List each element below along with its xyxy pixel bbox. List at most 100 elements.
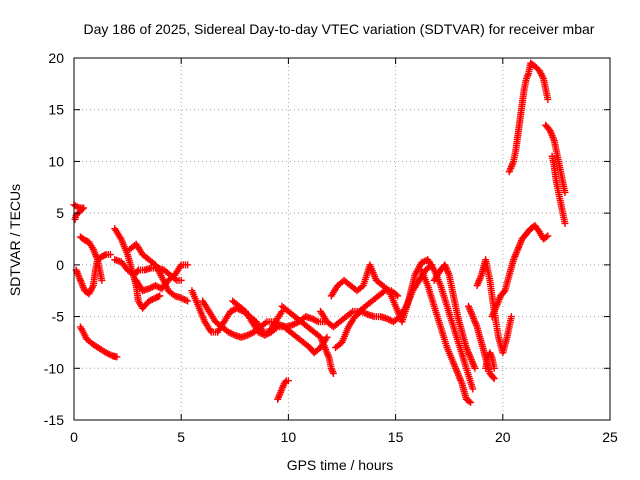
data-point <box>85 283 96 298</box>
series-seg-t <box>473 256 515 357</box>
data-point <box>514 118 524 140</box>
data-point <box>503 315 515 341</box>
data-point <box>81 236 92 245</box>
data-point <box>267 324 280 336</box>
data-point <box>344 314 358 331</box>
data-point <box>366 261 379 282</box>
data-point <box>379 282 392 293</box>
data-point <box>145 295 158 305</box>
data-point <box>242 307 255 324</box>
data-point <box>81 287 92 297</box>
data-point <box>557 199 566 215</box>
data-point <box>106 251 114 259</box>
y-tick-label: -10 <box>44 360 64 376</box>
data-point <box>235 302 248 314</box>
data-point <box>469 313 480 329</box>
data-point <box>89 245 101 262</box>
data-point <box>188 287 202 308</box>
x-tick-label: 0 <box>70 429 78 445</box>
data-point <box>443 302 457 329</box>
series-seg-y <box>548 152 569 227</box>
data-point <box>244 329 256 339</box>
data-point <box>308 315 321 325</box>
data-point <box>218 323 231 335</box>
series-seg-i <box>188 287 286 336</box>
series-seg-a <box>70 201 88 223</box>
data-point <box>561 188 569 196</box>
data-point <box>194 302 208 324</box>
series-seg-q <box>417 266 475 406</box>
y-tick-label: 0 <box>56 257 64 273</box>
data-point <box>486 369 497 381</box>
data-point <box>147 264 159 272</box>
data-point <box>184 261 192 269</box>
data-point <box>514 237 525 253</box>
series-seg-c <box>72 251 114 298</box>
data-point <box>462 364 476 391</box>
series-seg-p <box>327 256 477 393</box>
data-point <box>156 292 164 300</box>
data-point <box>518 87 528 109</box>
data-point <box>441 261 452 277</box>
data-point <box>274 392 283 403</box>
data-point <box>462 395 473 405</box>
data-point <box>117 235 131 257</box>
data-point <box>73 203 83 211</box>
data-point <box>327 364 337 376</box>
data-point <box>505 159 517 176</box>
series-seg-x <box>542 121 569 196</box>
data-point <box>456 344 470 370</box>
data-point <box>177 261 189 269</box>
grid-lines <box>74 58 610 420</box>
data-point <box>490 375 498 383</box>
data-point <box>464 302 476 319</box>
series-seg-o <box>332 261 436 352</box>
data-point <box>317 333 328 350</box>
data-point <box>72 266 84 283</box>
data-point <box>224 328 237 338</box>
data-point <box>520 77 530 93</box>
data-point <box>151 261 165 279</box>
x-axis-label: GPS time / hours <box>287 457 394 473</box>
data-point <box>74 204 88 218</box>
data-point <box>102 349 115 359</box>
data-point <box>177 276 185 284</box>
data-point <box>488 304 500 321</box>
data-point <box>469 385 477 393</box>
data-point <box>417 266 431 288</box>
data-point <box>89 340 102 352</box>
data-point <box>329 319 342 331</box>
data-point <box>158 278 171 293</box>
data-point <box>462 344 474 360</box>
data-point <box>454 369 465 386</box>
data-point <box>430 268 444 284</box>
data-point <box>353 283 366 295</box>
data-point <box>542 121 553 133</box>
series-seg-m <box>274 377 292 403</box>
data-point <box>293 333 306 345</box>
y-tick-label: 20 <box>48 50 64 66</box>
data-point <box>139 251 151 262</box>
x-tick-label: 25 <box>602 429 618 445</box>
data-point <box>151 282 164 292</box>
data-point <box>473 323 485 344</box>
data-point <box>471 364 479 372</box>
data-point <box>362 298 374 310</box>
data-point <box>467 398 475 406</box>
data-point <box>542 85 551 101</box>
data-point <box>314 318 327 326</box>
data-point <box>220 309 233 326</box>
data-point <box>83 335 96 347</box>
data-point <box>201 318 214 334</box>
data-point <box>76 323 90 342</box>
data-point <box>467 354 478 371</box>
series-seg-b <box>76 323 121 361</box>
data-point <box>449 292 461 319</box>
data-point <box>518 231 529 243</box>
series-seg-h <box>132 261 192 295</box>
data-point <box>544 232 552 240</box>
y-tick-label: 5 <box>56 205 64 221</box>
x-axis-ticks: 0 5 10 15 20 25 <box>70 58 618 445</box>
data-point <box>85 238 96 252</box>
data-point <box>278 302 291 314</box>
